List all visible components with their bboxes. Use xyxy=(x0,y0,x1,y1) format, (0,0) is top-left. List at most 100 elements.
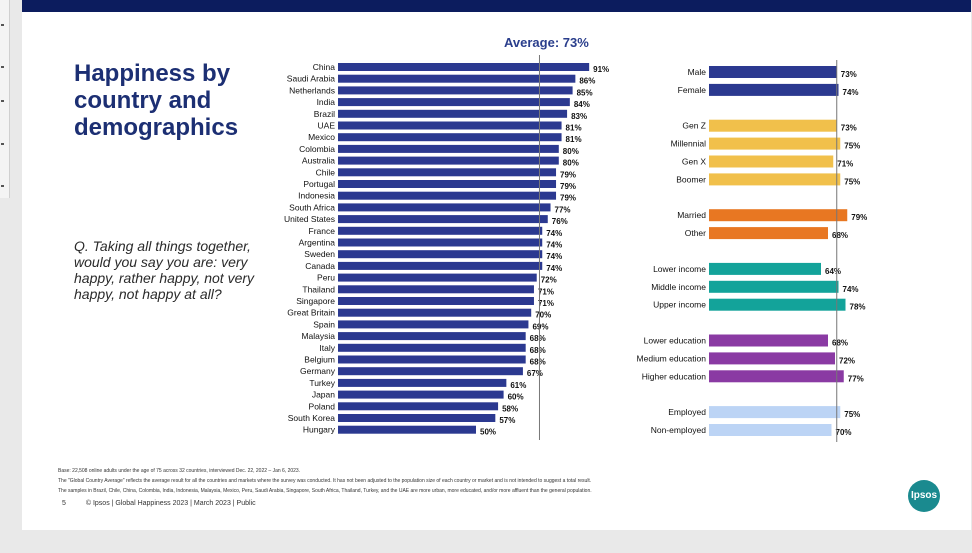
demographic-bar xyxy=(709,280,839,293)
happiness-bar-charts: China 91% Saudi Arabia 86% Netherlands 85% Ind… xyxy=(284,55,867,442)
demographic-value-label: 68% xyxy=(832,231,848,240)
demographic-label: Female xyxy=(678,85,707,95)
country-label: South Africa xyxy=(289,202,335,212)
country-value-label: 79% xyxy=(560,170,576,179)
country-label: Spain xyxy=(313,319,335,329)
footnote-base: Base: 22,508 online adults under the age… xyxy=(58,468,301,474)
demographic-label: Lower income xyxy=(653,264,706,274)
demographic-bar xyxy=(709,83,839,96)
country-bar xyxy=(338,378,507,387)
demographic-bar xyxy=(709,119,837,132)
country-value-label: 80% xyxy=(563,147,579,156)
country-bar xyxy=(338,320,529,329)
demographic-value-label: 79% xyxy=(851,213,867,222)
country-label: Australia xyxy=(302,156,335,166)
demographic-bar xyxy=(709,352,835,365)
country-bar xyxy=(338,261,543,270)
country-value-label: 67% xyxy=(527,369,543,378)
country-value-label: 76% xyxy=(552,217,568,226)
country-label: Malaysia xyxy=(301,331,335,341)
country-bar xyxy=(338,203,551,212)
country-bar xyxy=(338,121,562,130)
country-value-label: 77% xyxy=(555,205,571,214)
country-value-label: 79% xyxy=(560,182,576,191)
country-bar xyxy=(338,425,476,434)
country-label: Saudi Arabia xyxy=(287,74,335,84)
country-value-label: 74% xyxy=(546,252,562,261)
country-bar xyxy=(338,355,526,364)
country-value-label: 61% xyxy=(510,381,526,390)
country-bar xyxy=(338,168,557,177)
country-value-label: 68% xyxy=(530,358,546,367)
country-value-label: 58% xyxy=(502,404,518,413)
country-value-label: 60% xyxy=(508,393,524,402)
demographic-value-label: 75% xyxy=(844,410,860,419)
country-label: Germany xyxy=(300,366,336,376)
demographic-bar xyxy=(709,334,828,347)
country-bar xyxy=(338,402,499,411)
demographic-bar xyxy=(709,424,832,436)
country-label: Peru xyxy=(317,273,335,283)
left-rail xyxy=(0,0,10,198)
country-bar xyxy=(338,332,526,341)
country-value-label: 71% xyxy=(538,299,554,308)
country-value-label: 83% xyxy=(571,112,587,121)
page-number: 5 xyxy=(62,500,66,507)
demographic-bar xyxy=(709,227,828,240)
country-value-label: 85% xyxy=(577,88,593,97)
rail-tick xyxy=(1,100,4,102)
country-label: South Korea xyxy=(288,413,336,423)
country-value-label: 74% xyxy=(546,241,562,250)
demographic-bar xyxy=(709,370,844,383)
country-bar xyxy=(338,144,559,153)
demographic-label: Upper income xyxy=(653,300,706,310)
demographic-label: Employed xyxy=(668,407,706,417)
country-label: Poland xyxy=(309,401,336,411)
country-label: Mexico xyxy=(308,132,335,142)
demographic-bar xyxy=(709,298,846,311)
demographic-value-label: 71% xyxy=(837,160,853,169)
country-label: Singapore xyxy=(296,296,335,306)
country-label: Netherlands xyxy=(289,85,335,95)
average-label: Average: 73% xyxy=(504,35,589,50)
rail-tick xyxy=(1,24,4,26)
country-bar xyxy=(338,98,570,107)
country-value-label: 70% xyxy=(535,311,551,320)
demographic-label: Lower education xyxy=(644,336,707,346)
country-bar xyxy=(338,238,543,247)
country-bar xyxy=(338,250,543,259)
country-label: Argentina xyxy=(299,238,336,248)
country-label: Portugal xyxy=(303,179,335,189)
demographic-value-label: 74% xyxy=(843,88,859,97)
country-value-label: 68% xyxy=(530,346,546,355)
country-label: Chile xyxy=(316,167,336,177)
demographic-value-label: 70% xyxy=(836,428,852,437)
country-bar xyxy=(338,63,590,71)
slide-top-bar xyxy=(22,0,971,12)
country-label: Canada xyxy=(305,261,335,271)
demographic-label: Male xyxy=(688,67,707,77)
country-label: Japan xyxy=(312,390,335,400)
footnote-average: The "Global Country Average" reflects th… xyxy=(58,478,592,484)
country-value-label: 72% xyxy=(541,276,557,285)
country-bar xyxy=(338,133,562,142)
country-value-label: 84% xyxy=(574,100,590,109)
demographic-value-label: 74% xyxy=(843,285,859,294)
survey-question: Q. Taking all things together, would you… xyxy=(74,238,255,302)
rail-tick xyxy=(1,66,4,68)
demographic-value-label: 73% xyxy=(841,70,857,79)
country-value-label: 57% xyxy=(499,416,515,425)
country-label: Italy xyxy=(319,343,335,353)
demographic-label: Higher education xyxy=(642,371,707,381)
country-label: Thailand xyxy=(302,284,335,294)
demographic-label: Other xyxy=(685,228,706,238)
demographic-bar xyxy=(709,209,848,222)
demographic-bar xyxy=(709,406,841,419)
footer: 5 © Ipsos | Global Happiness 2023 | Marc… xyxy=(62,500,256,507)
demographic-label: Gen Z xyxy=(682,121,706,131)
rail-tick xyxy=(1,185,4,187)
viewer-background xyxy=(0,530,972,553)
country-value-label: 74% xyxy=(546,264,562,273)
country-bar xyxy=(338,109,568,118)
country-value-label: 74% xyxy=(546,229,562,238)
